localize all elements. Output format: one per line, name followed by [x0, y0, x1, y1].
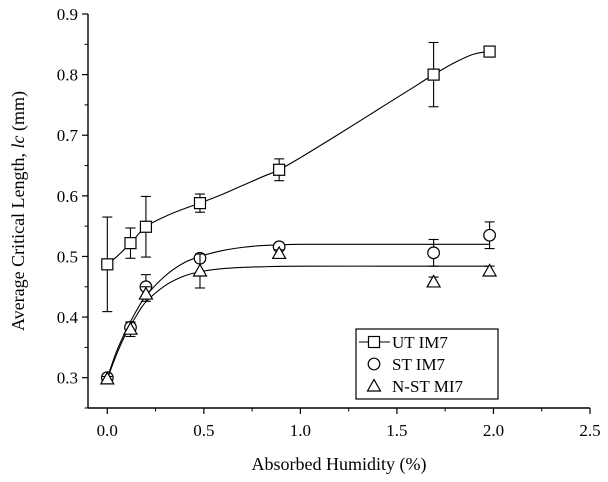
legend-marker-n-st-mi7 [366, 378, 382, 392]
legend: UT IM7 ST IM7 N-ST MI7 [355, 328, 499, 400]
y-tick-label: 0.9 [57, 5, 78, 24]
series-n-st-mi7 [99, 245, 498, 385]
legend-marker-ut-im7 [367, 335, 381, 349]
y-tick-label: 0.6 [57, 187, 78, 206]
x-tick-label: 2.0 [483, 421, 504, 440]
legend-label: N-ST MI7 [392, 377, 463, 396]
data-point-ut-im7 [273, 163, 286, 176]
data-point-n-st-mi7 [122, 321, 139, 335]
fit-line-ut-im7 [106, 51, 490, 265]
legend-items: UT IM7 ST IM7 N-ST MI7 [359, 333, 463, 396]
x-tick-label: 2.5 [579, 421, 600, 440]
data-point-n-st-mi7 [138, 286, 154, 300]
axes [87, 14, 590, 409]
data-point-n-st-mi7 [99, 371, 115, 385]
x-tick-label: 0.5 [193, 421, 214, 440]
data-point-ut-im7 [483, 45, 496, 58]
legend-marker-st-im7 [367, 357, 381, 371]
data-point-st-im7 [483, 228, 497, 242]
legend-item-st-im7: ST IM7 [367, 355, 446, 374]
legend-label: UT IM7 [392, 333, 448, 352]
y-tick-label: 0.4 [57, 308, 79, 327]
data-point-n-st-mi7 [192, 263, 208, 277]
series-ut-im7 [101, 41, 496, 313]
x-tick-label: 0.0 [97, 421, 118, 440]
x-tick-label: 1.5 [386, 421, 407, 440]
data-point-st-im7 [427, 246, 441, 260]
y-axis-title: Average Critical Length, lc (mm) [8, 91, 29, 331]
y-tick-label: 0.8 [57, 66, 78, 85]
legend-item-ut-im7: UT IM7 [359, 333, 448, 352]
data-point-ut-im7 [101, 258, 114, 271]
y-axis-title-suffix: (mm) [8, 91, 29, 136]
data-point-ut-im7 [193, 197, 207, 210]
data-point-n-st-mi7 [482, 263, 498, 277]
y-ticks: 0.3 0.4 0.5 0.6 0.7 0.8 0.9 [57, 5, 88, 409]
x-ticks: 0.0 0.5 1.0 1.5 2.0 2.5 [97, 408, 601, 440]
y-tick-label: 0.5 [57, 247, 78, 266]
legend-item-n-st-mi7: N-ST MI7 [366, 377, 463, 396]
plot-series [99, 41, 498, 385]
data-point-ut-im7 [124, 237, 137, 250]
x-axis-title: Absorbed Humidity (%) [252, 454, 427, 475]
data-point-n-st-mi7 [271, 245, 287, 260]
y-tick-label: 0.3 [57, 369, 78, 388]
data-point-n-st-mi7 [426, 274, 442, 288]
data-point-ut-im7 [427, 68, 440, 81]
y-axis-title-symbol: lc [8, 135, 28, 148]
data-point-ut-im7 [139, 220, 153, 233]
y-axis-title-prefix: Average Critical Length, [8, 148, 28, 331]
y-tick-label: 0.7 [57, 126, 79, 145]
x-tick-label: 1.0 [290, 421, 311, 440]
legend-label: ST IM7 [392, 355, 446, 374]
